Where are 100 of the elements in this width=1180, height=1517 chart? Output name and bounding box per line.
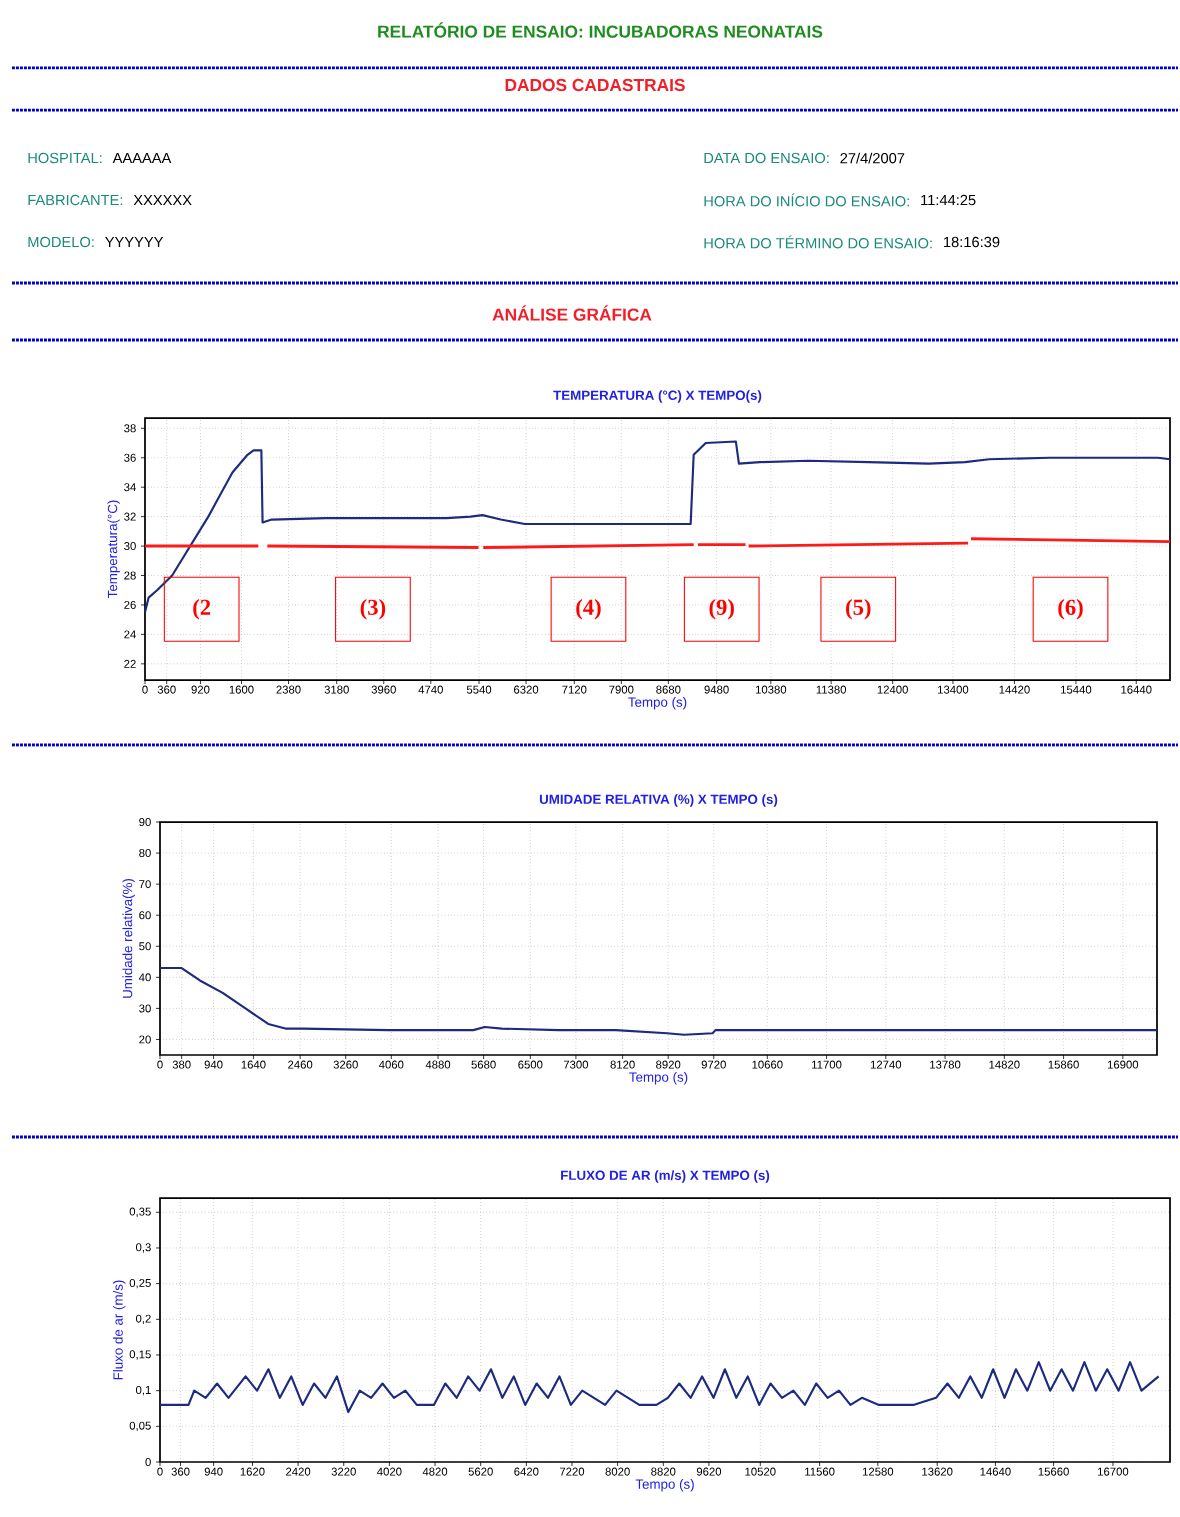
x-tick-label: 15860 [1048,1060,1079,1069]
x-tick-label: 15440 [1061,685,1092,694]
x-tick-label: 360 [171,1467,190,1476]
x-tick-label: 15660 [1038,1467,1069,1476]
x-tick-label: 14820 [989,1060,1020,1069]
x-tick-label: 1620 [240,1467,265,1476]
x-tick-label: 7120 [562,685,587,694]
x-axis-title: Tempo (s) [629,1072,688,1085]
y-tick-label: 60 [139,911,151,920]
y-tick-label: 0 [145,1458,151,1467]
y-tick-label: 36 [124,453,136,462]
x-tick-label: 4880 [425,1060,451,1069]
x-tick-label: 360 [157,685,176,694]
x-tick-label: 7300 [563,1060,589,1069]
y-tick-label: 0,15 [129,1350,151,1360]
x-tick-label: 6420 [514,1467,539,1476]
x-tick-label: 14420 [999,685,1030,694]
x-tick-label: 9620 [696,1467,722,1476]
x-tick-label: 8680 [656,685,681,694]
x-tick-label: 12400 [877,685,908,694]
x-tick-label: 13620 [922,1467,953,1476]
x-tick-label: 1640 [241,1060,266,1069]
text: 11:44:25 [921,194,976,206]
x-tick-label: 16440 [1121,685,1152,694]
text: ANÁLISE GRÁFICA [492,305,652,321]
y-tick-label: 32 [124,512,136,521]
x-tick-label: 13400 [938,685,969,694]
x-tick-label: 3960 [371,685,396,694]
y-tick-label: 28 [124,571,136,580]
annotation: (2 [193,598,211,620]
x-tick-label: 5540 [466,685,492,694]
x-tick-label: 5620 [468,1467,493,1476]
y-tick-label: 0,35 [129,1207,151,1217]
x-tick-label: 11700 [812,1060,842,1069]
x-tick-label: 2380 [276,685,301,694]
y-tick-label: 70 [139,880,151,889]
y-tick-label: 0,3 [135,1243,151,1253]
y-tick-label: 24 [124,630,136,639]
text: XXXXXX [133,194,192,206]
y-tick-label: 20 [139,1035,151,1044]
x-tick-label: 380 [172,1060,191,1069]
y-tick-label: 50 [139,942,151,951]
text: HORA DO TÉRMINO DO ENSAIO: [704,235,932,249]
y-tick-label: 90 [139,818,151,827]
x-tick-label: 2420 [286,1467,311,1476]
y-tick-label: 0,05 [129,1421,151,1432]
x-tick-label: 4740 [418,685,443,694]
x-tick-label: 16900 [1107,1060,1139,1069]
x-axis-title: Tempo (s) [635,1479,694,1492]
x-tick-label: 3180 [324,685,349,694]
y-tick-label: 22 [124,659,136,668]
annotation: (4) [576,598,601,620]
x-tick-label: 0 [157,1060,163,1069]
y-tick-label: 34 [124,483,136,492]
text: DADOS CADASTRAIS [505,78,685,92]
x-tick-label: 12740 [870,1060,902,1069]
annotation: (9) [709,598,734,620]
x-tick-label: 940 [204,1467,223,1476]
text: RELATÓRIO DE ENSAIO: INCUBADORAS NEONATAIS [378,22,823,38]
x-tick-label: 7900 [609,685,634,694]
chart-title: FLUXO DE AR (m/s) X TEMPO (s) [561,1170,770,1183]
annotation: (3) [360,598,386,620]
annotation: (5) [846,598,871,620]
x-tick-label: 2460 [288,1060,313,1069]
x-tick-label: 940 [204,1060,223,1069]
x-tick-label: 0 [157,1467,163,1476]
x-tick-label: 5680 [471,1060,496,1069]
x-tick-label: 12580 [862,1467,894,1476]
text: HORA DO INÍCIO DO ENSAIO: [704,193,909,207]
x-tick-label: 4820 [422,1467,448,1476]
x-tick-label: 11560 [805,1467,835,1476]
x-axis-title: Tempo (s) [628,697,687,710]
text: YYYYYY [105,236,164,248]
text: AAAAAA [112,152,172,164]
x-tick-label: 4060 [378,1060,404,1069]
y-tick-label: 38 [124,424,136,433]
y-tick-label: 0,1 [135,1385,151,1396]
annotation: (6) [1058,598,1083,620]
y-tick-label: 0,2 [135,1314,151,1324]
y-axis-title: Fluxo de ar (m/s) [112,1280,126,1380]
x-tick-label: 10520 [745,1467,776,1476]
chart-title: TEMPERATURA (°C) X TEMPO(s) [553,390,762,403]
x-tick-label: 6500 [518,1060,543,1069]
x-tick-label: 16700 [1098,1467,1129,1476]
x-tick-label: 8020 [605,1467,630,1476]
x-tick-label: 8820 [651,1467,676,1476]
y-axis-title: Temperatura(°C) [107,500,120,599]
x-tick-label: 9720 [701,1060,726,1069]
y-tick-label: 30 [139,1004,151,1013]
text: MODELO: [28,236,94,248]
x-tick-label: 8120 [610,1060,635,1069]
x-tick-label: 14640 [980,1467,1011,1476]
x-tick-label: 6320 [514,685,539,694]
chart-title: UMIDADE RELATIVA (%) X TEMPO (s) [539,794,778,807]
x-tick-label: 10660 [752,1060,783,1069]
text: 27/4/2007 [840,152,905,164]
x-tick-label: 9480 [704,685,729,694]
x-tick-label: 8920 [656,1060,681,1069]
x-tick-label: 1600 [229,685,254,694]
x-tick-label: 920 [191,685,210,694]
